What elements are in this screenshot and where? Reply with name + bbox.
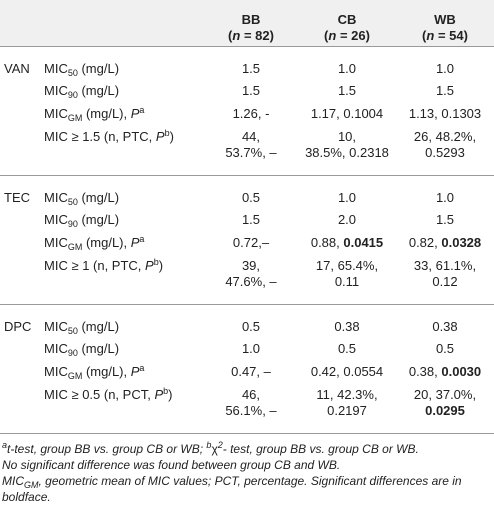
- col-header-bb: BB (n = 82): [228, 12, 274, 43]
- cell-cb: 1.0: [337, 189, 357, 205]
- table-row: MICGM (mg/L), Pa 0.47, – 0.42, 0.0554 0.…: [0, 360, 494, 383]
- cell-bb: 1.26, -: [232, 106, 270, 121]
- cell-wb: 20, 37.0%, 0.0295: [396, 383, 494, 434]
- table-row: MIC ≥ 1.5 (n, PTC, Pb) 44, 53.7%, – 10, 38…: [0, 125, 494, 176]
- cell-cb: 1.0: [337, 60, 357, 76]
- table-row: MIC90 (mg/L) 1.0 0.5 0.5: [0, 337, 494, 360]
- table-row: MIC90 (mg/L) 1.5 1.5 1.5: [0, 79, 494, 102]
- cell-bb: 1.5: [241, 212, 261, 227]
- footnote-tests: at-test, group BB vs. group CB or WB; bχ…: [2, 440, 419, 457]
- row-label: MIC90 (mg/L): [44, 83, 120, 100]
- cell-wb: 0.38, 0.0030: [408, 364, 482, 379]
- table-row: MICGM (mg/L), Pa 1.26, - 1.17, 0.1004 1.…: [0, 102, 494, 125]
- cell-wb: 0.82, 0.0328: [408, 235, 482, 250]
- row-label: MICGM (mg/L), Pa: [44, 105, 145, 123]
- cell-cb: 1.17, 0.1004: [310, 106, 384, 121]
- row-label: MIC ≥ 1.5 (n, PTC, Pb): [42, 125, 204, 176]
- cell-cb: 0.5: [337, 341, 357, 356]
- table-header: BB (n = 82) CB (n = 26) WB (n = 54): [0, 0, 494, 46]
- footnote-abbreviations: MICGM, geometric mean of MIC values; PCT…: [2, 474, 462, 504]
- row-label: MIC50 (mg/L): [44, 318, 120, 336]
- footnote-no-difference: No significant difference was found betw…: [2, 458, 341, 472]
- row-label: MICGM (mg/L), Pa: [44, 234, 145, 252]
- cell-wb: 1.0: [435, 189, 455, 205]
- col-header-cb: CB (n = 26): [324, 12, 370, 43]
- cell-bb: 0.47, –: [231, 364, 271, 379]
- cell-bb: 39, 47.6%, –: [204, 254, 298, 305]
- row-label: MICGM (mg/L), Pa: [44, 363, 145, 381]
- cell-wb: 1.0: [435, 60, 455, 76]
- cell-wb: 26, 48.2%, 0.5293: [396, 125, 494, 176]
- cell-cb: 10, 38.5%, 0.2318: [298, 125, 396, 176]
- cell-wb: 0.38: [432, 318, 458, 334]
- cell-bb: 0.5: [241, 318, 261, 334]
- row-label: MIC50 (mg/L): [44, 60, 120, 78]
- cell-bb: 1.5: [241, 83, 261, 98]
- cell-bb: 1.0: [241, 341, 261, 356]
- group-label-tec: TEC: [4, 189, 30, 205]
- table-row: DPC MIC50 (mg/L) 0.5 0.38 0.38: [0, 304, 494, 337]
- cell-bb: 44, 53.7%, –: [204, 125, 298, 176]
- table-footnotes: at-test, group BB vs. group CB or WB; bχ…: [2, 441, 492, 505]
- cell-bb: 46, 56.1%, –: [204, 383, 298, 434]
- cell-bb: 0.5: [241, 189, 261, 205]
- table-row: MIC ≥ 0.5 (n, PCT, Pb) 46, 56.1%, – 11, 4…: [0, 383, 494, 434]
- row-label: MIC50 (mg/L): [44, 189, 120, 207]
- table-row: TEC MIC50 (mg/L) 0.5 1.0 1.0: [0, 175, 494, 208]
- group-label-van: VAN: [4, 60, 30, 76]
- table-row: MIC ≥ 1 (n, PTC, Pb) 39, 47.6%, – 17, 65.…: [0, 254, 494, 305]
- cell-cb: 0.88, 0.0415: [310, 235, 384, 250]
- cell-cb: 0.38: [334, 318, 360, 334]
- cell-wb: 1.13, 0.1303: [408, 106, 482, 121]
- table-row: MIC90 (mg/L) 1.5 2.0 1.5: [0, 208, 494, 231]
- cell-wb: 0.5: [435, 341, 455, 356]
- row-label: MIC ≥ 0.5 (n, PCT, Pb): [42, 383, 204, 434]
- cell-cb: 17, 65.4%, 0.11: [298, 254, 396, 305]
- col-header-wb: WB (n = 54): [422, 12, 468, 43]
- cell-wb: 33, 61.1%, 0.12: [396, 254, 494, 305]
- mic-table: BB (n = 82) CB (n = 26) WB (n = 54) VAN …: [0, 0, 494, 434]
- group-label-dpc: DPC: [4, 318, 32, 334]
- row-label: MIC90 (mg/L): [44, 341, 120, 358]
- cell-wb: 1.5: [435, 212, 455, 227]
- row-label: MIC90 (mg/L): [44, 212, 120, 229]
- table-row: VAN MIC50 (mg/L) 1.5 1.0 1.0: [0, 46, 494, 79]
- cell-bb: 0.72,–: [232, 235, 270, 250]
- table-row: MICGM (mg/L), Pa 0.72,– 0.88, 0.0415 0.8…: [0, 231, 494, 254]
- cell-bb: 1.5: [241, 60, 261, 76]
- row-label: MIC ≥ 1 (n, PTC, Pb): [42, 254, 204, 305]
- cell-cb: 11, 42.3%, 0.2197: [298, 383, 396, 434]
- cell-cb: 0.42, 0.0554: [310, 364, 384, 379]
- cell-cb: 2.0: [337, 212, 357, 227]
- cell-cb: 1.5: [337, 83, 357, 98]
- cell-wb: 1.5: [435, 83, 455, 98]
